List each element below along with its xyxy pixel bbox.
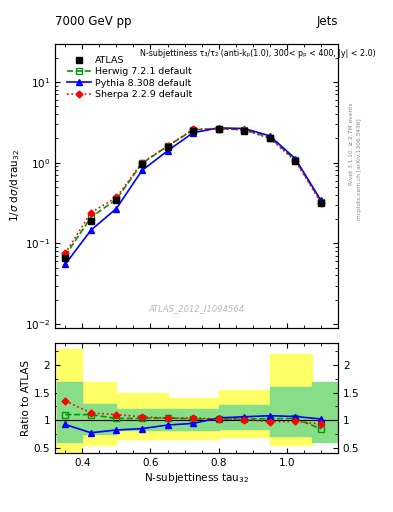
ATLAS: [242, 127, 246, 134]
Text: Rivet 3.1.10, ≥ 2.7M events: Rivet 3.1.10, ≥ 2.7M events: [349, 102, 354, 185]
ATLAS: [63, 255, 68, 262]
Pythia 8.308 default: [140, 167, 144, 174]
ATLAS: [216, 126, 221, 132]
Legend: ATLAS, Herwig 7.2.1 default, Pythia 8.308 default, Sherpa 2.2.9 default: ATLAS, Herwig 7.2.1 default, Pythia 8.30…: [65, 54, 194, 101]
Sherpa 2.2.9 default: [293, 158, 298, 164]
Line: Sherpa 2.2.9 default: Sherpa 2.2.9 default: [63, 126, 323, 256]
Herwig 7.2.1 default: [293, 157, 298, 163]
Sherpa 2.2.9 default: [319, 200, 323, 206]
Pythia 8.308 default: [319, 198, 323, 204]
Line: ATLAS: ATLAS: [62, 126, 324, 262]
X-axis label: N-subjettiness tau$_{32}$: N-subjettiness tau$_{32}$: [144, 471, 249, 485]
Sherpa 2.2.9 default: [63, 250, 68, 257]
ATLAS: [319, 200, 323, 206]
ATLAS: [293, 158, 298, 164]
Sherpa 2.2.9 default: [191, 126, 195, 132]
Herwig 7.2.1 default: [114, 197, 119, 203]
Text: 7000 GeV pp: 7000 GeV pp: [55, 15, 132, 28]
Herwig 7.2.1 default: [216, 125, 221, 132]
Pythia 8.308 default: [268, 133, 272, 139]
ATLAS: [268, 135, 272, 141]
Text: mcplots.cern.ch [arXiv:1306.3436]: mcplots.cern.ch [arXiv:1306.3436]: [357, 118, 362, 220]
Pythia 8.308 default: [165, 148, 170, 154]
Pythia 8.308 default: [216, 125, 221, 131]
Y-axis label: Ratio to ATLAS: Ratio to ATLAS: [21, 360, 31, 436]
Text: N-subjettiness τ₃/τ₂ (anti-kₚ(1.0), 300< pₚ < 400, |y| < 2.0): N-subjettiness τ₃/τ₂ (anti-kₚ(1.0), 300<…: [140, 49, 376, 58]
Text: Jets: Jets: [316, 15, 338, 28]
Herwig 7.2.1 default: [268, 135, 272, 141]
Herwig 7.2.1 default: [319, 199, 323, 205]
Line: Herwig 7.2.1 default: Herwig 7.2.1 default: [62, 125, 324, 259]
Sherpa 2.2.9 default: [88, 209, 93, 216]
ATLAS: [191, 127, 195, 134]
Y-axis label: 1/$\sigma$ d$\sigma$/d$\tau$au$_{32}$: 1/$\sigma$ d$\sigma$/d$\tau$au$_{32}$: [8, 149, 22, 222]
Herwig 7.2.1 default: [88, 214, 93, 220]
Pythia 8.308 default: [242, 125, 246, 132]
Pythia 8.308 default: [293, 156, 298, 162]
Sherpa 2.2.9 default: [216, 125, 221, 132]
Sherpa 2.2.9 default: [242, 127, 246, 133]
Herwig 7.2.1 default: [140, 160, 144, 166]
Line: Pythia 8.308 default: Pythia 8.308 default: [62, 125, 324, 267]
Pythia 8.308 default: [191, 130, 195, 136]
Sherpa 2.2.9 default: [268, 135, 272, 141]
ATLAS: [114, 198, 119, 204]
Sherpa 2.2.9 default: [140, 160, 144, 166]
Pythia 8.308 default: [63, 261, 68, 267]
Text: ATLAS_2012_I1094564: ATLAS_2012_I1094564: [149, 305, 244, 313]
ATLAS: [88, 218, 93, 224]
Pythia 8.308 default: [88, 227, 93, 233]
Sherpa 2.2.9 default: [114, 195, 119, 201]
ATLAS: [165, 144, 170, 151]
Herwig 7.2.1 default: [191, 127, 195, 133]
Pythia 8.308 default: [114, 205, 119, 211]
ATLAS: [140, 161, 144, 167]
Herwig 7.2.1 default: [63, 253, 68, 259]
Herwig 7.2.1 default: [165, 143, 170, 150]
Herwig 7.2.1 default: [242, 127, 246, 133]
Sherpa 2.2.9 default: [165, 143, 170, 150]
